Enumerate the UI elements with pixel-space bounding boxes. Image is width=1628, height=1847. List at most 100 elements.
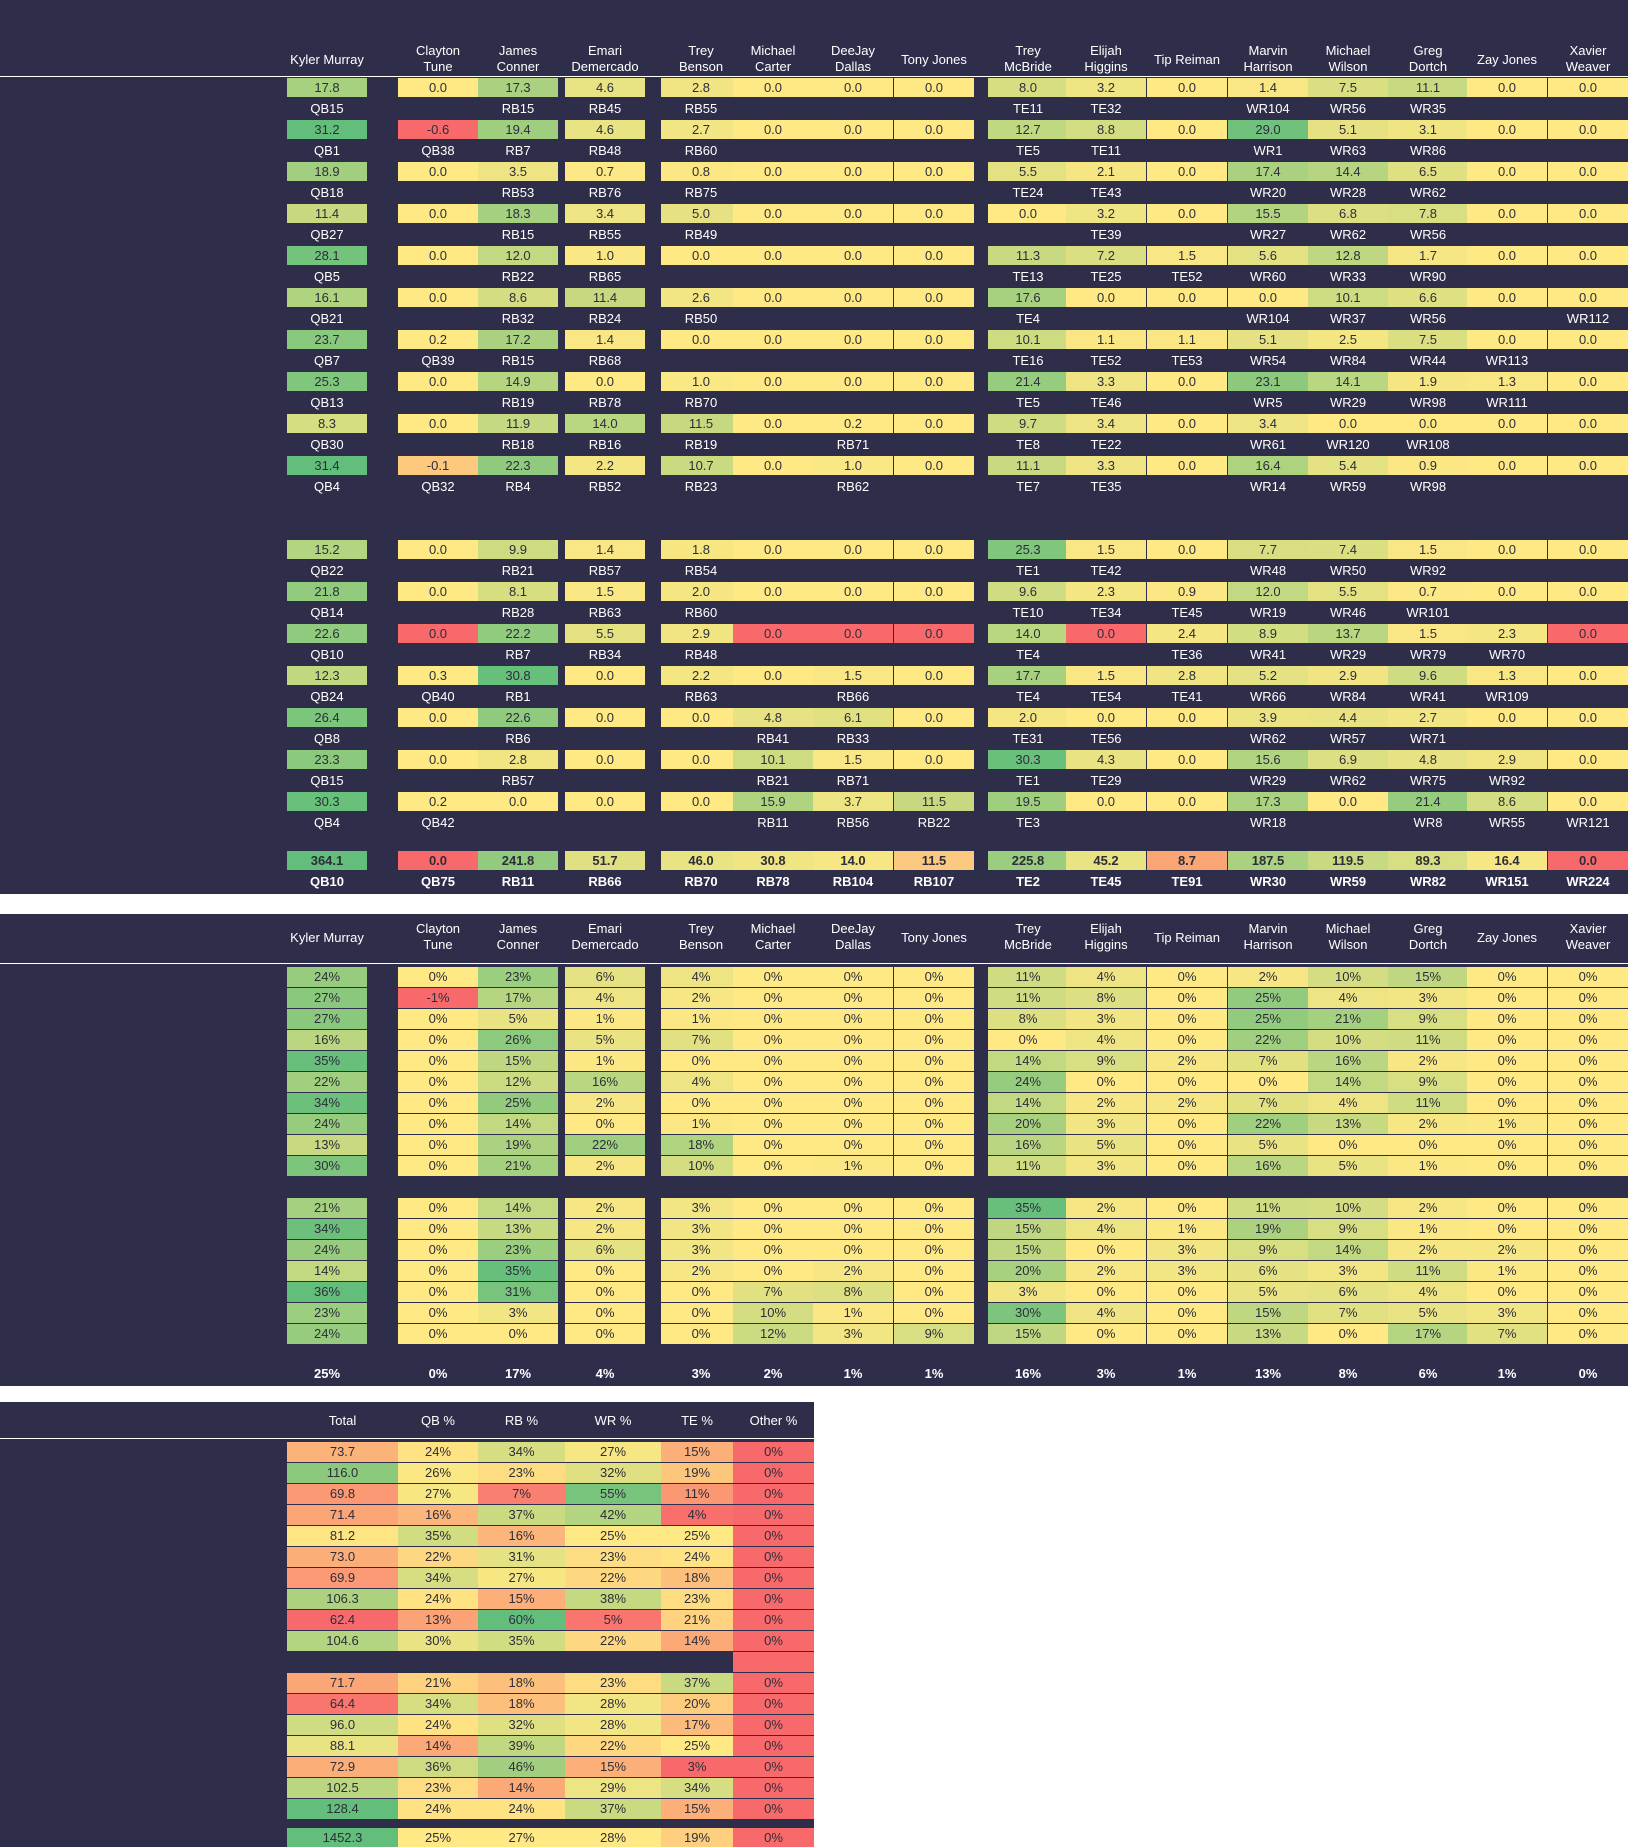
t2-percent-cell: 2%	[661, 1261, 741, 1281]
t1-value-cell: 0.0	[813, 204, 893, 223]
t1-value-cell: 6.8	[1308, 204, 1388, 223]
player-first-line: Kyler Murray	[290, 930, 364, 945]
t2-percent-cell: 0%	[894, 1135, 974, 1155]
t1-rank-label: WR48	[1249, 563, 1287, 578]
t1-rank-label: WR71	[1409, 731, 1447, 746]
t2-percent-cell: 1%	[1467, 1261, 1547, 1281]
t1-value-cell: 0.0	[894, 708, 974, 727]
t2-percent-cell: 30%	[988, 1303, 1068, 1323]
t2-player-header: Tip Reiman	[1147, 930, 1227, 946]
player-second-line: Weaver	[1565, 59, 1611, 74]
t2-percent-cell: 15%	[988, 1324, 1068, 1344]
t1-value-cell: 1.5	[1388, 540, 1468, 559]
t1-value-cell: 0.0	[398, 162, 478, 181]
t1-rank-label: TE5	[1016, 395, 1040, 410]
t2-percent-cell: 0%	[1147, 1303, 1227, 1323]
t1-rank-label: QB30	[310, 437, 344, 452]
t2-percent-cell: 3%	[1066, 1114, 1146, 1134]
t1-value-cell: 0.0	[478, 792, 558, 811]
t1-value-cell: 0.0	[1147, 78, 1227, 97]
t2-percent-cell: 1%	[661, 1009, 741, 1029]
t1-rank-label: RB71	[836, 437, 870, 452]
t2-percent-cell: 19%	[1228, 1219, 1308, 1239]
t1-value-cell: 0.0	[894, 624, 974, 643]
t1-value-cell: 5.1	[1228, 330, 1308, 349]
t1-rank-label: RB19	[501, 395, 535, 410]
t3-value-cell: 32%	[478, 1715, 565, 1735]
t3-value-cell: 27%	[398, 1484, 478, 1504]
t1-rank-label: WR56	[1409, 227, 1447, 242]
t3-value-cell: 11%	[661, 1484, 733, 1504]
t2-player-header: Kyler Murray	[287, 930, 367, 946]
t2-percent-cell: 3%	[661, 1240, 741, 1260]
player-first-line: Marvin	[1248, 43, 1288, 58]
t1-player-header: James Conner	[478, 43, 558, 75]
t1-rank-label: RB60	[684, 143, 718, 158]
t2-percent-cell: 0%	[1548, 1219, 1628, 1239]
t2-percent-cell: 0%	[894, 1030, 974, 1050]
t1-value-cell: 2.7	[1388, 708, 1468, 727]
t1-value-cell: 0.0	[661, 792, 741, 811]
t2-player-header: Michael Carter	[733, 921, 813, 953]
t2-percent-cell: 4%	[1066, 1303, 1146, 1323]
t1-rank-label: QB4	[313, 815, 340, 830]
t2-percent-cell: 19%	[478, 1135, 558, 1155]
t1-rank-label: WR35	[1409, 101, 1447, 116]
t1-rank-label: TE13	[1012, 269, 1044, 284]
t2-percent-cell: 0%	[733, 1030, 813, 1050]
t2-percent-cell: 0%	[1147, 1009, 1227, 1029]
t2-percent-cell: 10%	[661, 1156, 741, 1176]
t3-value-cell: 96.0	[287, 1715, 398, 1735]
t1-total-rank: RB104	[832, 874, 874, 889]
t1-value-cell: 2.3	[1467, 624, 1547, 643]
t1-rank-label: WR20	[1249, 185, 1287, 200]
t1-rank-label: RB1	[505, 689, 531, 704]
player-first-line: Zay Jones	[1477, 930, 1537, 945]
t1-rank-label: TE34	[1090, 605, 1122, 620]
t2-percent-cell: 24%	[287, 1240, 367, 1260]
t1-value-cell: 2.8	[661, 78, 741, 97]
t2-percent-cell: 0%	[398, 1156, 478, 1176]
t1-rank-label: QB14	[310, 605, 344, 620]
t1-rank-label: RB57	[588, 563, 622, 578]
t2-percent-cell: 0%	[894, 1051, 974, 1071]
t1-rank-label: RB41	[756, 731, 790, 746]
t1-value-cell: 0.0	[661, 708, 741, 727]
t1-value-cell: 0.0	[398, 582, 478, 601]
t1-value-cell: 1.0	[813, 456, 893, 475]
t1-value-cell: 0.0	[813, 78, 893, 97]
t1-value-cell: 0.0	[1548, 708, 1628, 727]
t2-percent-cell: 5%	[478, 1009, 558, 1029]
t1-rank-label: TE1	[1016, 773, 1040, 788]
t1-value-cell: 0.0	[565, 372, 645, 391]
t1-rank-label: WR104	[1246, 101, 1290, 116]
t1-player-header: Michael Carter	[733, 43, 813, 75]
t1-value-cell: 17.2	[478, 330, 558, 349]
t1-value-cell: 3.5	[478, 162, 558, 181]
t1-value-cell: 0.0	[1147, 456, 1227, 475]
t2-percent-cell: 0%	[813, 1051, 893, 1071]
t1-value-cell: 0.9	[1388, 456, 1468, 475]
t1-rank-label: RB71	[836, 773, 870, 788]
t1-value-cell: 4.8	[733, 708, 813, 727]
t2-percent-cell: 2%	[565, 1156, 645, 1176]
t2-percent-cell: 2%	[1147, 1093, 1227, 1113]
player-second-line: Carter	[754, 937, 792, 952]
t2-percent-cell: 0%	[894, 1009, 974, 1029]
t2-percent-cell: 0%	[1147, 1072, 1227, 1092]
t1-rank-label: WR41	[1409, 689, 1447, 704]
t3-value-cell: 28%	[565, 1715, 661, 1735]
t1-value-cell: 0.8	[661, 162, 741, 181]
t1-rank-label: QB18	[310, 185, 344, 200]
t1-value-cell: 1.5	[813, 666, 893, 685]
t1-rank-label: RB65	[588, 269, 622, 284]
t1-value-cell: 2.0	[988, 708, 1068, 727]
t3-value-cell: 24%	[398, 1715, 478, 1735]
t1-rank-label: WR44	[1409, 353, 1447, 368]
t1-rank-label: WR27	[1249, 227, 1287, 242]
t2-player-header: James Conner	[478, 921, 558, 953]
player-first-line: Emari	[588, 921, 622, 936]
t2-percent-cell: 26%	[478, 1030, 558, 1050]
t2-percent-cell: 0%	[1467, 1198, 1547, 1218]
t1-value-cell: 12.0	[1228, 582, 1308, 601]
